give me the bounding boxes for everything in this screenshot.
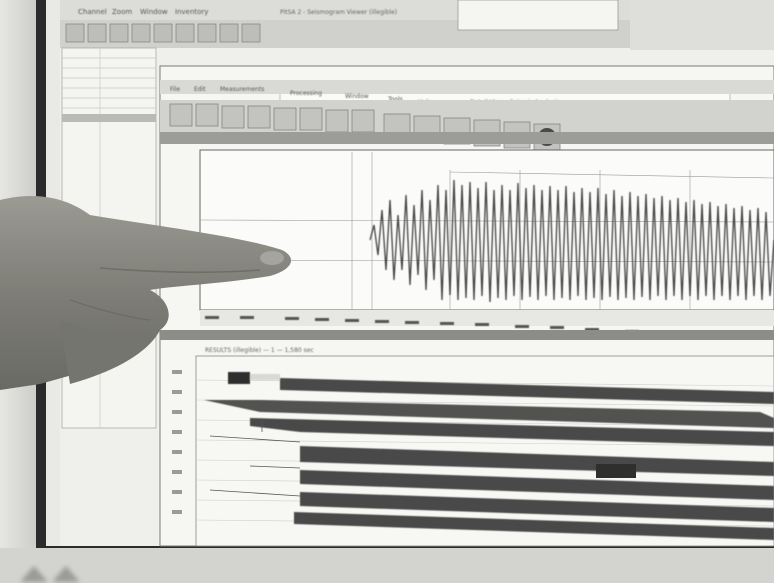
lower-traces [204,372,774,540]
bottom-bezel [0,548,774,583]
trace-5 [300,470,774,500]
divider-bar [160,330,774,340]
monitor-logo [20,566,80,582]
outer-menu-items: Channel Zoom Window Inventory [78,8,208,16]
outer-menu-item: Zoom [112,8,132,16]
hand-thumb [60,320,160,384]
pointing-hand [0,195,292,390]
inner-status-row [160,132,774,144]
trace-2 [204,400,774,428]
upper-axis-strip [200,310,774,326]
outer-menu-item: Channel [78,8,107,16]
trace-4 [300,446,774,476]
inner-menu-item: Edit [194,86,206,93]
outer-menu-item: Window [140,8,168,16]
list-selection [62,114,156,122]
hand-finger-crease [99,267,261,273]
outer-menu-item: Inventory [175,8,208,16]
inner-menu-item: File [170,86,180,93]
bottom-panel-caption: RESULTS (illegible) — 1 — 1,580 sec [205,347,314,354]
trace-3 [250,418,774,446]
upper-waveform [369,179,774,303]
info-panel [457,0,619,31]
outer-toolbar-buttons [65,23,261,43]
inner-menu-item: Window [345,93,369,100]
lower-trace-labels [172,370,182,514]
info-panel-2 [630,0,774,50]
trace-7 [294,512,774,540]
fingernail [260,251,284,265]
inner-menubar [160,80,774,94]
trace-marker [228,372,250,384]
trace-6 [300,492,774,522]
outer-title: PitSA 2 - Seismogram Viewer (illegible) [280,9,397,16]
inner-menu-item: Processing [290,90,322,97]
trace-1 [280,378,774,404]
inner-window: File Edit Measurements Processing Window… [159,65,774,547]
trace-highlight [596,464,636,478]
inner-menu-item: Tools [387,96,403,103]
inner-menu-item: Measurements [220,86,264,93]
hand-knuckle [69,299,151,321]
